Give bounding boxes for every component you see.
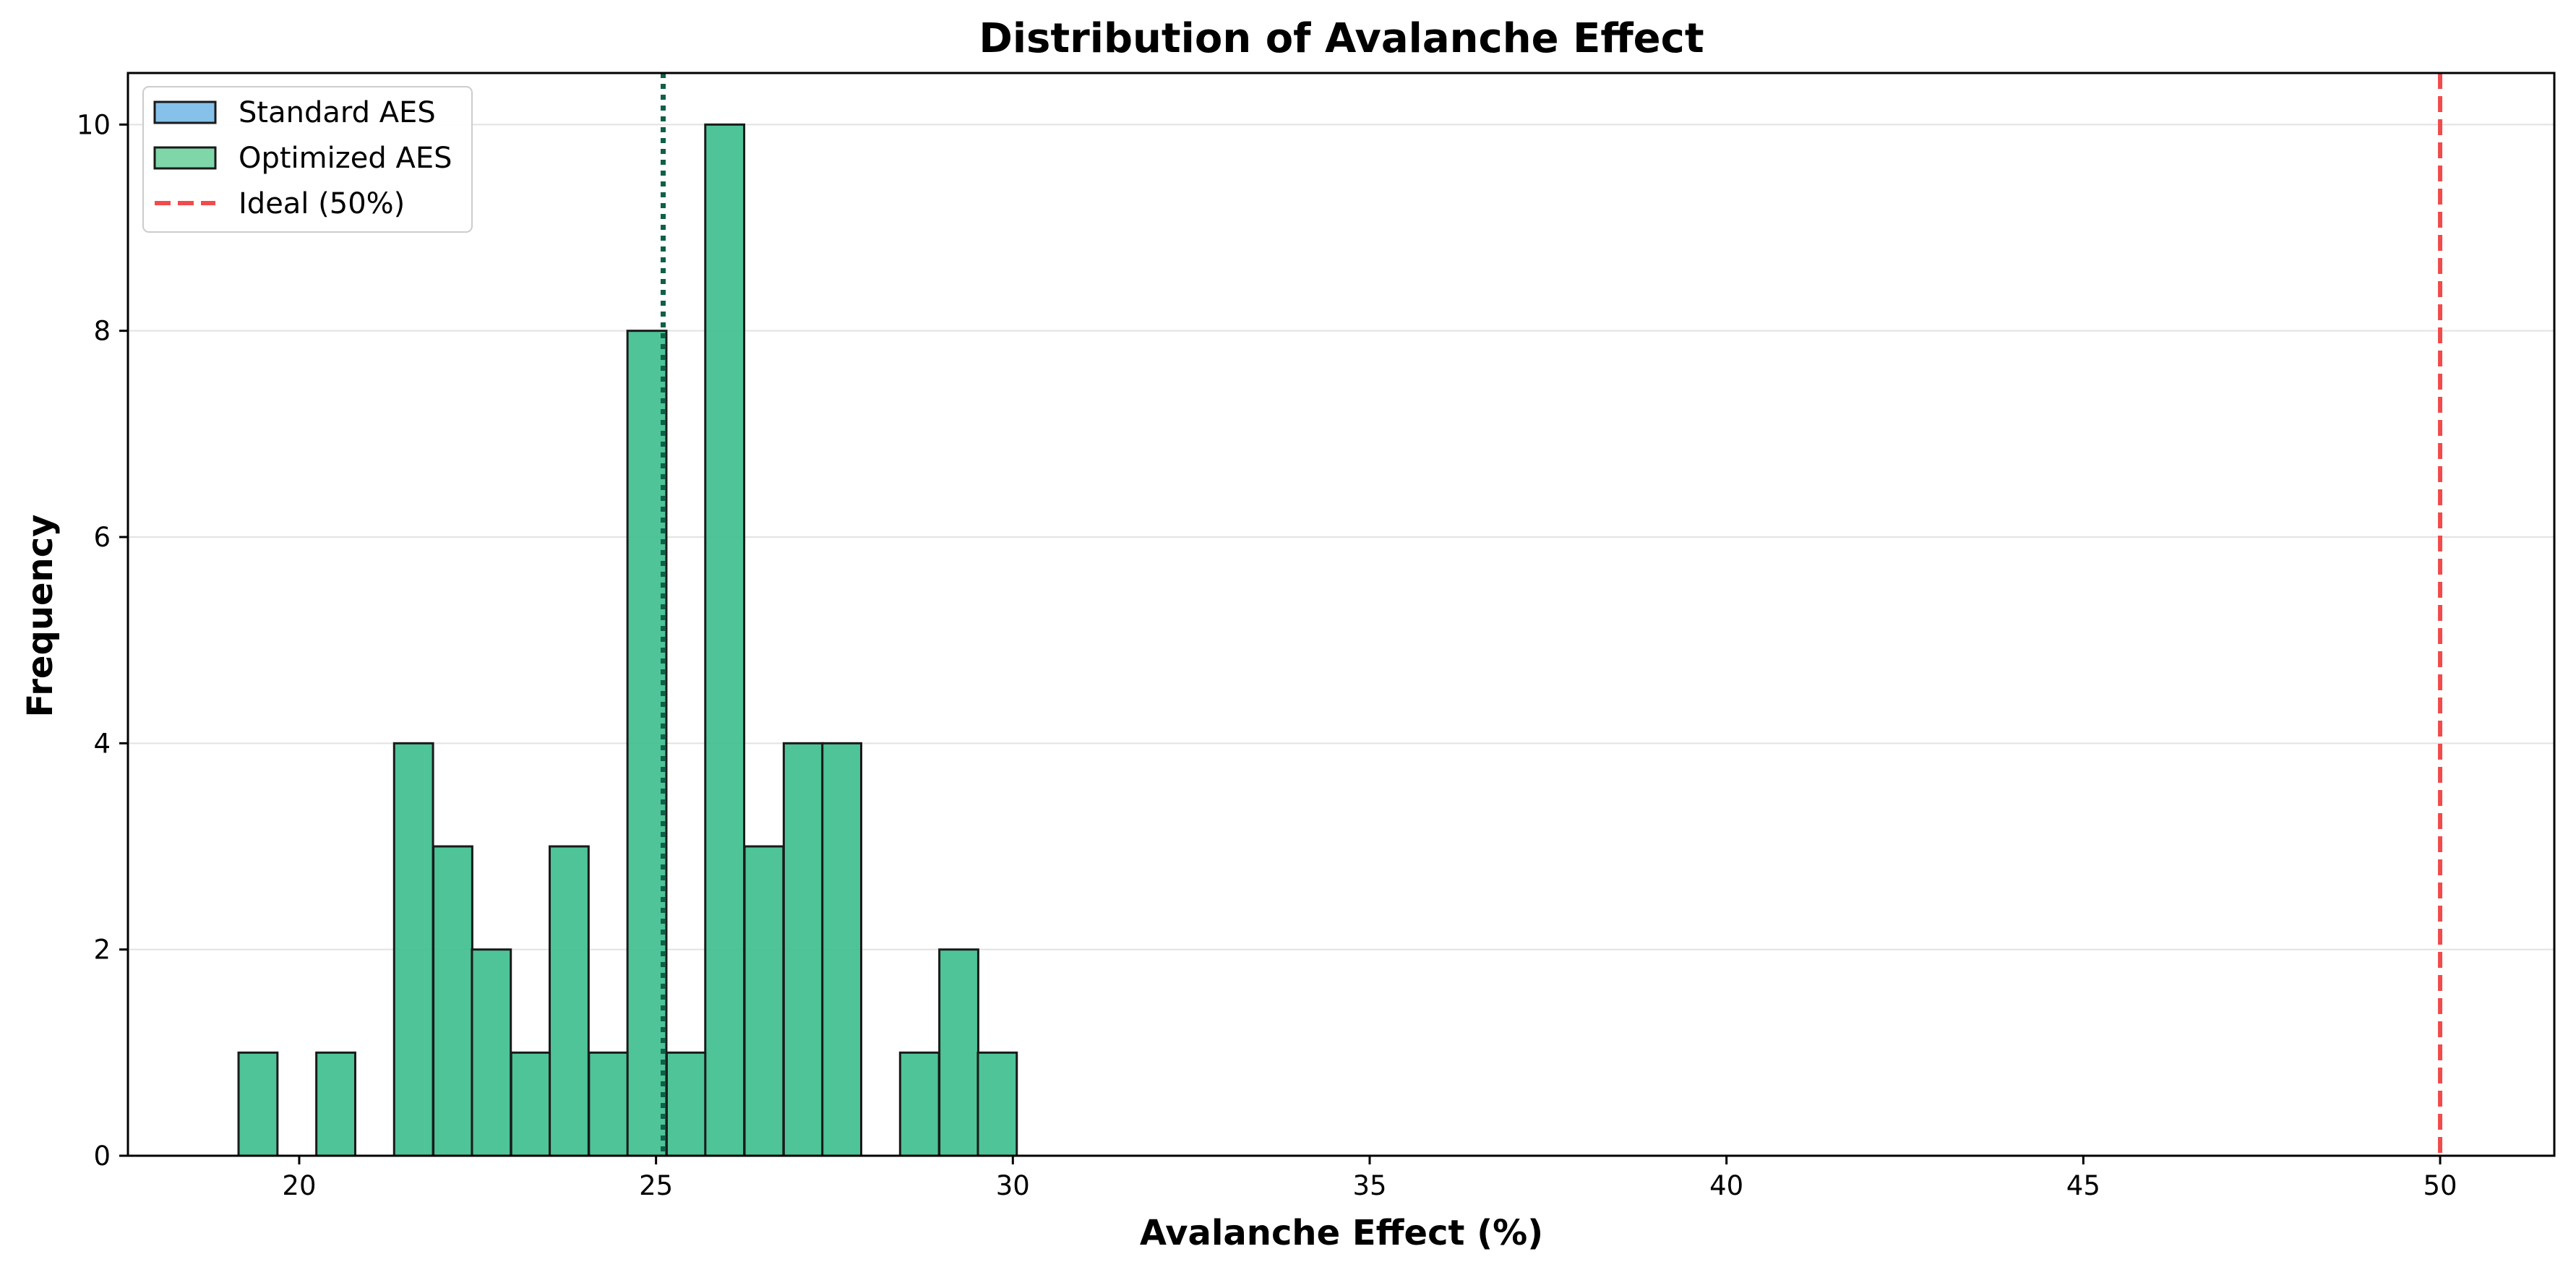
y-tick-label: 10 (77, 109, 111, 140)
y-tick-label: 6 (93, 522, 111, 553)
x-tick-label: 45 (2066, 1170, 2100, 1201)
legend-label: Optimized AES (239, 142, 452, 175)
histogram-bar (743, 845, 785, 1157)
histogram-bar (898, 1051, 940, 1157)
y-tick-label: 2 (93, 935, 111, 966)
legend-box (142, 86, 473, 233)
histogram-bars (237, 123, 1018, 1157)
histogram-bar (976, 1051, 1018, 1157)
x-tick-label: 35 (1352, 1170, 1386, 1201)
x-tick-label: 25 (639, 1170, 673, 1201)
legend-swatch (153, 100, 217, 124)
y-axis-label: Frequency (20, 515, 61, 718)
histogram-bar (704, 123, 746, 1157)
histogram-bar (237, 1051, 279, 1157)
legend-label: Ideal (50%) (239, 187, 405, 220)
y-axis-ticks: 0 2 4 6 8 10 (77, 109, 128, 1172)
legend-swatch (153, 146, 217, 170)
reference-lines (661, 73, 2443, 1156)
histogram-bar (821, 742, 863, 1157)
x-tick-label: 20 (282, 1170, 316, 1201)
histogram-bar (510, 1051, 551, 1157)
histogram-bar (588, 1051, 630, 1157)
grid-lines (128, 124, 2554, 950)
legend-label: Standard AES (239, 96, 436, 129)
x-tick-label: 50 (2423, 1170, 2457, 1201)
y-tick-label: 4 (93, 728, 111, 759)
histogram-bar (549, 845, 590, 1157)
histogram-bar (938, 948, 979, 1157)
histogram-bar (626, 330, 668, 1157)
legend: Standard AES Optimized AES Ideal (50%) (142, 86, 473, 233)
histogram-bar (782, 742, 824, 1157)
histogram-bar (432, 845, 473, 1157)
y-tick-label: 8 (93, 316, 111, 347)
x-axis-ticks: 20 25 30 35 40 45 50 (282, 1156, 2457, 1201)
plot-frame (126, 72, 2556, 1157)
histogram-bar (665, 1051, 707, 1157)
x-tick-label: 40 (1709, 1170, 1743, 1201)
x-axis-label: Avalanche Effect (%) (1140, 1213, 1543, 1253)
histogram-bar (392, 742, 434, 1157)
y-tick-label: 0 (93, 1141, 111, 1172)
x-tick-label: 30 (996, 1170, 1030, 1201)
histogram-bar (471, 948, 512, 1157)
chart-title: Distribution of Avalanche Effect (979, 15, 1704, 62)
histogram-bar (315, 1051, 356, 1157)
